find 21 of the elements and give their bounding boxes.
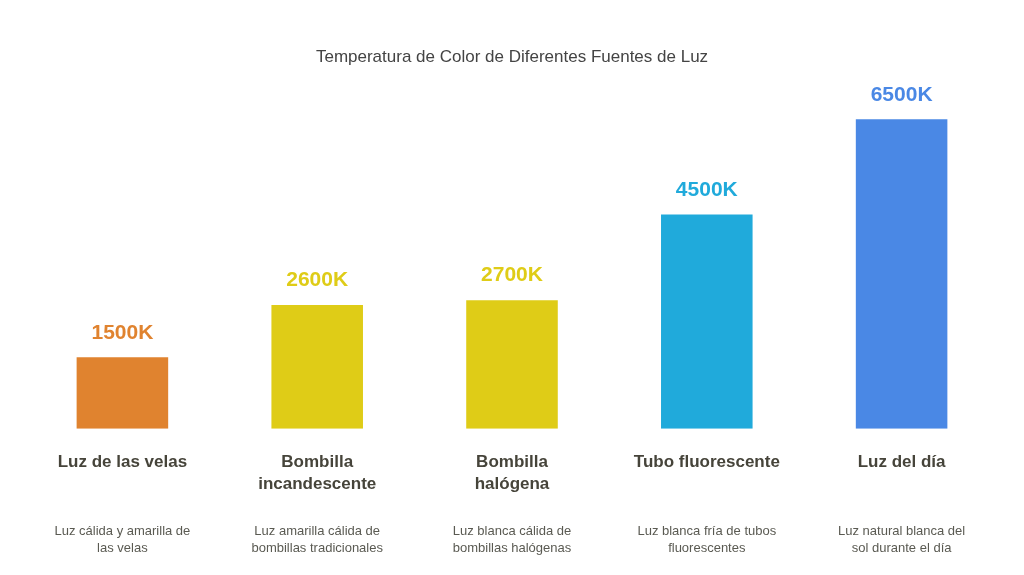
bar <box>76 357 169 429</box>
x-tick-label: Tubo fluorescente <box>633 451 780 471</box>
bar <box>661 214 753 429</box>
x-tick-label: Luz del día <box>857 451 947 471</box>
bar <box>855 119 948 429</box>
x-tick-label: Bombilla halógena <box>474 451 550 493</box>
data-label: 1500K <box>91 319 154 343</box>
bar <box>271 304 363 429</box>
chart-title: Temperatura de Color de Diferentes Fuentes de Luz <box>315 46 709 66</box>
data-label: 2600K <box>286 267 349 291</box>
text: Luz natural blanca del sol durante el día <box>838 523 966 556</box>
bar <box>466 300 558 429</box>
data-label: 4500K <box>675 176 738 200</box>
x-tick-label: Luz de las velas <box>57 451 188 471</box>
text: Luz blanca cálida de bombillas halógenas <box>452 523 572 556</box>
text: Luz cálida y amarilla de las velas <box>54 523 191 556</box>
text: Luz amarilla cálida de bombillas tradicionales <box>251 523 384 556</box>
x-tick-label: Bombilla incandescente <box>258 451 377 493</box>
data-label: 2700K <box>481 262 543 286</box>
text: Luz blanca fría de tubos fluorescentes <box>637 523 777 556</box>
data-label: 6500K <box>870 81 933 105</box>
